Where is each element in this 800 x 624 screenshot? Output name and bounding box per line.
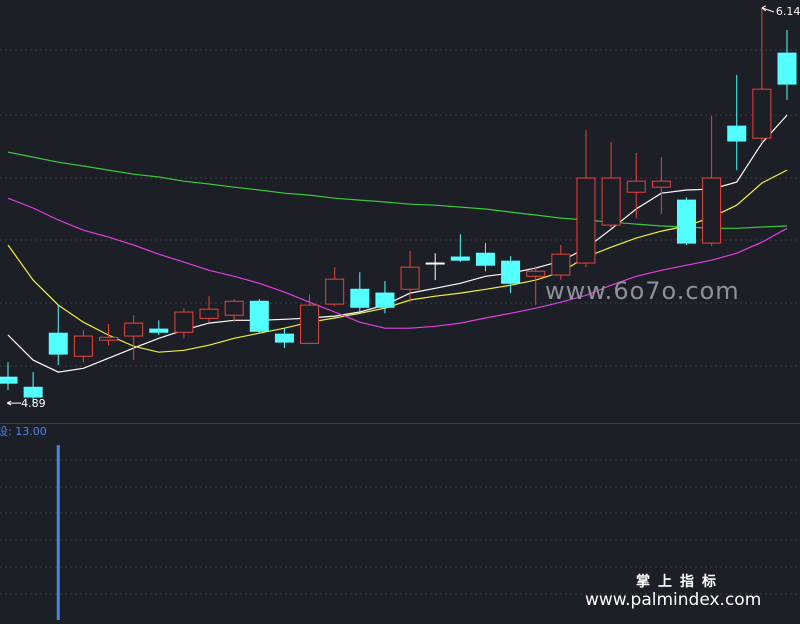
ma-line [7,197,788,329]
indicator-label: 设: 13.00 [0,425,47,438]
candle-body [274,333,294,343]
annotation-arrow [761,5,775,13]
candle-body [23,386,43,398]
indicator-bar [56,445,60,620]
candle-body [174,311,194,333]
candle-body [450,256,470,261]
max-label: 6.14 [776,5,800,18]
candle-body [501,260,521,284]
candle-body [727,125,747,142]
watermark: www.6o7o.com [545,277,740,305]
candle-body [425,262,445,265]
candle-body [702,177,722,244]
candle-body [375,292,395,308]
candle-body [526,270,546,277]
candle-body [551,253,571,276]
candle-body [199,308,219,319]
min-label: 4.89 [21,397,46,410]
ma-line [7,151,788,229]
candle-body [777,52,797,85]
ma-line [7,169,788,353]
candle-body [300,304,320,344]
annotation-arrow [6,400,22,406]
candle-body [400,266,420,290]
grid [0,49,800,595]
candle-body [48,332,68,355]
watermark: www.palmindex.com [585,590,761,610]
candle-body [350,288,370,308]
candle-body [0,376,18,384]
watermark: 掌上指标 [636,573,724,590]
candle-body [576,177,596,264]
candle-body [676,199,696,244]
candle-body [73,335,93,357]
candle-body [224,300,244,316]
candle-body [626,180,646,193]
ma-line [7,114,788,373]
candle-body [651,180,671,188]
plot: 6.14 4.89 [0,5,800,620]
candle-body [325,278,345,305]
candle-body [475,252,495,266]
candle-body [249,300,269,332]
candle-body [601,177,621,226]
candle-body [149,328,169,333]
candle-body [99,336,119,341]
candle-body [124,322,144,337]
candle-body [752,88,772,139]
